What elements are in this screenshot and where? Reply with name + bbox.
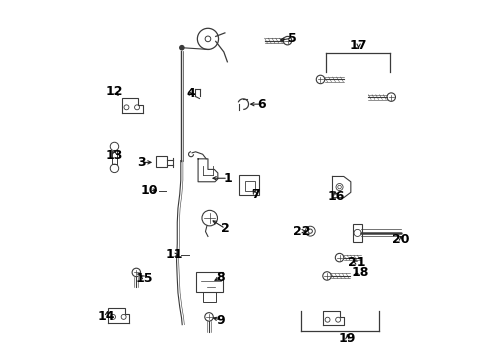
- Text: 20: 20: [392, 234, 410, 247]
- Text: 17: 17: [350, 39, 368, 52]
- Text: 1: 1: [224, 172, 232, 185]
- Text: 16: 16: [327, 190, 344, 203]
- Text: 3: 3: [138, 156, 147, 169]
- Text: 5: 5: [288, 32, 297, 45]
- Text: 13: 13: [106, 149, 123, 162]
- Bar: [196, 273, 223, 292]
- Bar: [239, 175, 260, 195]
- Text: 18: 18: [352, 266, 369, 279]
- Text: 10: 10: [141, 184, 158, 197]
- Text: 8: 8: [217, 270, 225, 284]
- Text: 15: 15: [136, 271, 153, 284]
- Text: 14: 14: [98, 310, 116, 323]
- Text: 22: 22: [293, 225, 310, 238]
- Bar: [203, 292, 217, 302]
- Bar: [353, 224, 363, 242]
- Text: 9: 9: [217, 314, 225, 327]
- Text: 19: 19: [339, 332, 356, 345]
- Text: 6: 6: [258, 98, 266, 111]
- Bar: [245, 181, 255, 190]
- Text: 11: 11: [166, 248, 183, 261]
- Text: 4: 4: [186, 87, 195, 100]
- Text: 21: 21: [348, 256, 366, 269]
- Text: 7: 7: [251, 188, 260, 201]
- Text: 2: 2: [221, 222, 230, 235]
- Circle shape: [179, 45, 185, 50]
- Text: 12: 12: [106, 85, 123, 98]
